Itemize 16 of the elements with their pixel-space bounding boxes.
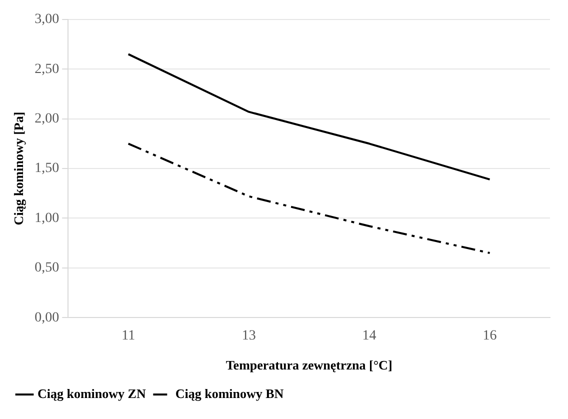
x-axis-title: Temperatura zewnętrzna [°C] xyxy=(226,358,392,373)
legend-label: Ciąg kominowy BN xyxy=(175,386,284,401)
y-tick-label: 0,00 xyxy=(34,310,60,326)
x-tick-label: 11 xyxy=(122,328,136,344)
x-tick-label: 14 xyxy=(362,328,376,344)
x-tick-label: 16 xyxy=(482,328,497,344)
legend-label: Ciąg kominowy ZN xyxy=(38,386,146,401)
x-tick-label: 13 xyxy=(242,328,256,344)
y-tick-label: 2,50 xyxy=(34,62,60,77)
y-tick-label: 2,00 xyxy=(34,111,60,126)
y-tick-label: 3,00 xyxy=(34,12,60,28)
y-tick-label: 1,00 xyxy=(34,210,60,226)
y-tick-label: 1,50 xyxy=(34,161,60,176)
y-tick-label: 0,50 xyxy=(34,260,60,276)
y-axis-title: Ciąg kominowy [Pa] xyxy=(11,112,26,226)
line-series xyxy=(127,142,491,254)
